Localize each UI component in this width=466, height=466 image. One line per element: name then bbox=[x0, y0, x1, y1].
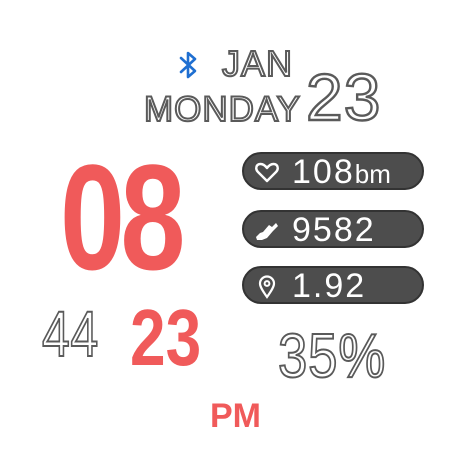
steps-complication[interactable]: 9582 bbox=[242, 210, 424, 248]
distance-complication[interactable]: 1.92 bbox=[242, 266, 424, 304]
distance-value: 1.92 bbox=[292, 267, 367, 305]
second-display: 23 bbox=[130, 293, 202, 382]
hour-display: 08 bbox=[60, 133, 185, 301]
day-number: 23 bbox=[305, 60, 382, 134]
shoe-icon bbox=[256, 223, 278, 240]
battery-percentage: 35% bbox=[277, 322, 387, 391]
bluetooth-icon bbox=[179, 51, 197, 79]
minute-display: 44 bbox=[41, 298, 100, 370]
heart-rate-complication[interactable]: 108bm bbox=[242, 152, 424, 190]
month-label: JAN bbox=[221, 43, 294, 84]
location-pin-icon bbox=[258, 275, 276, 299]
weekday-label: MONDAY bbox=[143, 90, 302, 129]
heart-rate-value: 108bm bbox=[292, 153, 391, 191]
ampm-indicator: PM bbox=[210, 397, 261, 435]
heart-rate-unit: bm bbox=[354, 159, 391, 189]
steps-value: 9582 bbox=[292, 211, 376, 249]
heart-icon bbox=[255, 162, 279, 183]
